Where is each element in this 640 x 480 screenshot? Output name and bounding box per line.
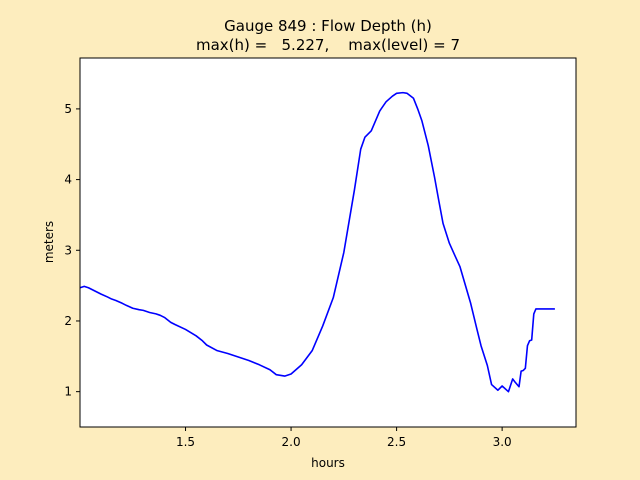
plot-area: [80, 58, 576, 427]
chart-title: Gauge 849 : Flow Depth (h): [224, 17, 432, 35]
x-tick-label: 3.0: [493, 435, 512, 449]
y-tick-label: 5: [64, 102, 72, 116]
series-line-1: [79, 91, 555, 393]
series-layer: [79, 91, 555, 393]
y-tick-label: 4: [64, 173, 72, 187]
y-axis-label: meters: [42, 221, 56, 263]
y-tick-label: 3: [64, 243, 72, 257]
y-axis: 1 2 3 4 5: [64, 102, 80, 399]
y-tick-label: 2: [64, 314, 72, 328]
y-tick-label: 1: [64, 385, 72, 399]
x-axis: 1.5 2.0 2.5 3.0: [176, 427, 512, 449]
axes-frame: [79, 57, 577, 428]
x-tick-label: 1.5: [176, 435, 195, 449]
x-tick-label: 2.0: [282, 435, 301, 449]
x-axis-label: hours: [311, 456, 345, 470]
chart-subtitle: max(h) = 5.227, max(level) = 7: [196, 36, 460, 54]
x-tick-label: 2.5: [387, 435, 406, 449]
